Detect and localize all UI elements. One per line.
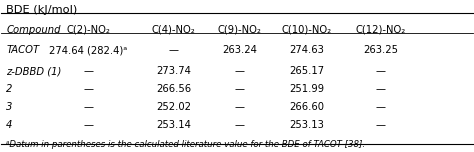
Text: —: —	[83, 84, 93, 94]
Text: —: —	[83, 120, 93, 130]
Text: 263.25: 263.25	[363, 45, 398, 55]
Text: C(9)-NO₂: C(9)-NO₂	[218, 24, 261, 35]
Text: Compound: Compound	[6, 24, 61, 35]
Text: C(4)-NO₂: C(4)-NO₂	[152, 24, 195, 35]
Text: 274.64 (282.4)ᵃ: 274.64 (282.4)ᵃ	[49, 45, 128, 55]
Text: —: —	[376, 120, 386, 130]
Text: C(12)-NO₂: C(12)-NO₂	[356, 24, 406, 35]
Text: —: —	[234, 120, 245, 130]
Text: 274.63: 274.63	[289, 45, 324, 55]
Text: —: —	[234, 84, 245, 94]
Text: —: —	[376, 84, 386, 94]
Text: 266.60: 266.60	[289, 102, 324, 112]
Text: —: —	[83, 66, 93, 76]
Text: 263.24: 263.24	[222, 45, 257, 55]
Text: BDE (kJ/mol): BDE (kJ/mol)	[6, 5, 77, 15]
Text: 273.74: 273.74	[156, 66, 191, 76]
Text: —: —	[234, 66, 245, 76]
Text: 253.14: 253.14	[156, 120, 191, 130]
Text: 266.56: 266.56	[156, 84, 191, 94]
Text: 2: 2	[6, 84, 12, 94]
Text: ᵃDatum in parentheses is the calculated literature value for the BDE of TACOT [3: ᵃDatum in parentheses is the calculated …	[6, 140, 365, 149]
Text: TACOT: TACOT	[6, 45, 39, 55]
Text: 252.02: 252.02	[156, 102, 191, 112]
Text: C(10)-NO₂: C(10)-NO₂	[282, 24, 332, 35]
Text: —: —	[168, 45, 178, 55]
Text: —: —	[234, 102, 245, 112]
Text: —: —	[83, 102, 93, 112]
Text: 265.17: 265.17	[289, 66, 324, 76]
Text: 3: 3	[6, 102, 12, 112]
Text: 253.13: 253.13	[289, 120, 324, 130]
Text: C(2)-NO₂: C(2)-NO₂	[67, 24, 110, 35]
Text: 4: 4	[6, 120, 12, 130]
Text: 251.99: 251.99	[289, 84, 324, 94]
Text: —: —	[376, 66, 386, 76]
Text: —: —	[376, 102, 386, 112]
Text: z-DBBD (1): z-DBBD (1)	[6, 66, 62, 76]
